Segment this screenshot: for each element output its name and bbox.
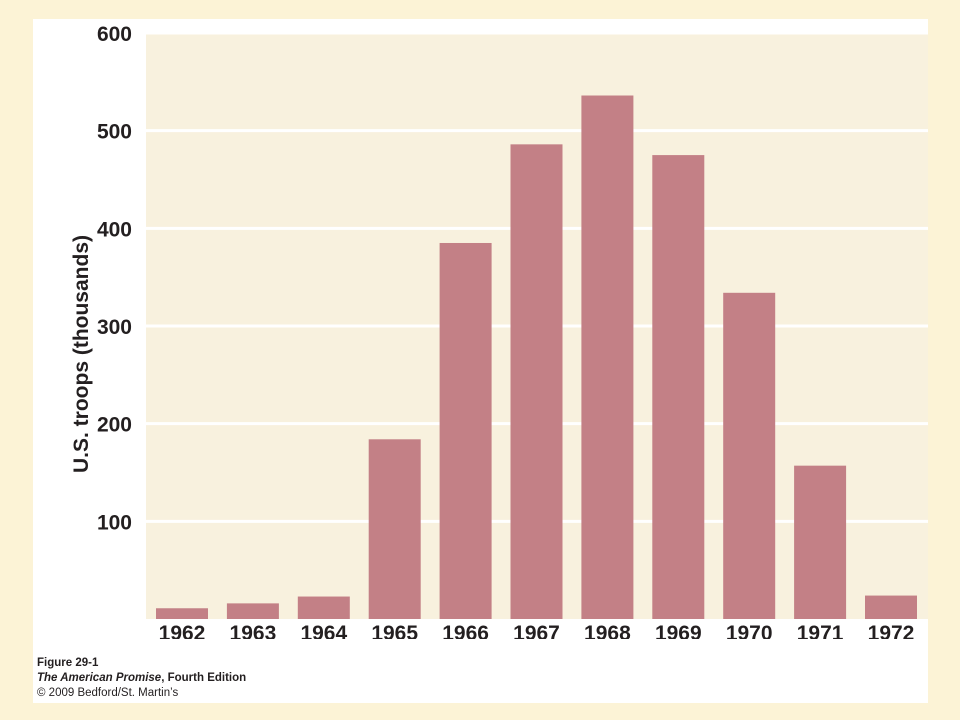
bar-1970 xyxy=(723,292,776,619)
bar-1962 xyxy=(156,608,208,619)
y-tick-label: 500 xyxy=(97,121,132,144)
y-tick-label: 400 xyxy=(97,218,132,241)
x-tick-label: 1964 xyxy=(300,622,347,639)
y-tick-labels: 100 200 300 400 500 600 xyxy=(97,23,132,534)
bar-1964 xyxy=(297,596,350,619)
bar-1967 xyxy=(510,144,563,619)
slide: 100 200 300 400 500 600 1962 1963 1964 1965 1966 1… xyxy=(33,19,928,703)
x-tick-label: 1963 xyxy=(230,622,277,639)
y-axis-label: U.S. troops (thousands) xyxy=(70,235,93,473)
book-title-line: The American Promise, Fourth Edition xyxy=(37,671,246,686)
bar-1963 xyxy=(226,603,279,619)
x-tick-label: 1970 xyxy=(726,622,773,639)
x-tick-label: 1972 xyxy=(868,622,915,639)
bar-1971 xyxy=(794,465,847,619)
x-tick-label: 1971 xyxy=(797,622,844,639)
x-tick-label: 1962 xyxy=(159,622,206,639)
x-tick-label: 1965 xyxy=(371,622,418,639)
book-edition: , Fourth Edition xyxy=(161,672,247,684)
y-tick-label: 100 xyxy=(97,511,132,534)
y-tick-label: 600 xyxy=(97,23,132,46)
y-tick-label: 200 xyxy=(97,414,132,437)
x-tick-labels: 1962 1963 1964 1965 1966 1967 1968 1969 1970 1971… xyxy=(159,622,915,639)
bar-1966 xyxy=(439,242,492,619)
x-tick-label: 1966 xyxy=(442,622,489,639)
x-tick-label: 1967 xyxy=(513,622,560,639)
figure-number: Figure 29-1 xyxy=(37,657,99,669)
x-tick-label: 1969 xyxy=(655,622,702,639)
y-tick-label: 300 xyxy=(97,316,132,339)
figure-caption: Figure 29-1 The American Promise, Fourth… xyxy=(37,656,246,701)
bar-1968 xyxy=(581,95,634,620)
bars xyxy=(156,95,917,620)
book-title: The American Promise xyxy=(37,672,162,684)
copyright-line: © 2009 Bedford/St. Martin’s xyxy=(37,687,179,699)
bar-1965 xyxy=(368,439,421,619)
x-tick-label: 1968 xyxy=(584,622,631,639)
bar-1969 xyxy=(652,155,705,620)
bar-1972 xyxy=(865,595,917,619)
